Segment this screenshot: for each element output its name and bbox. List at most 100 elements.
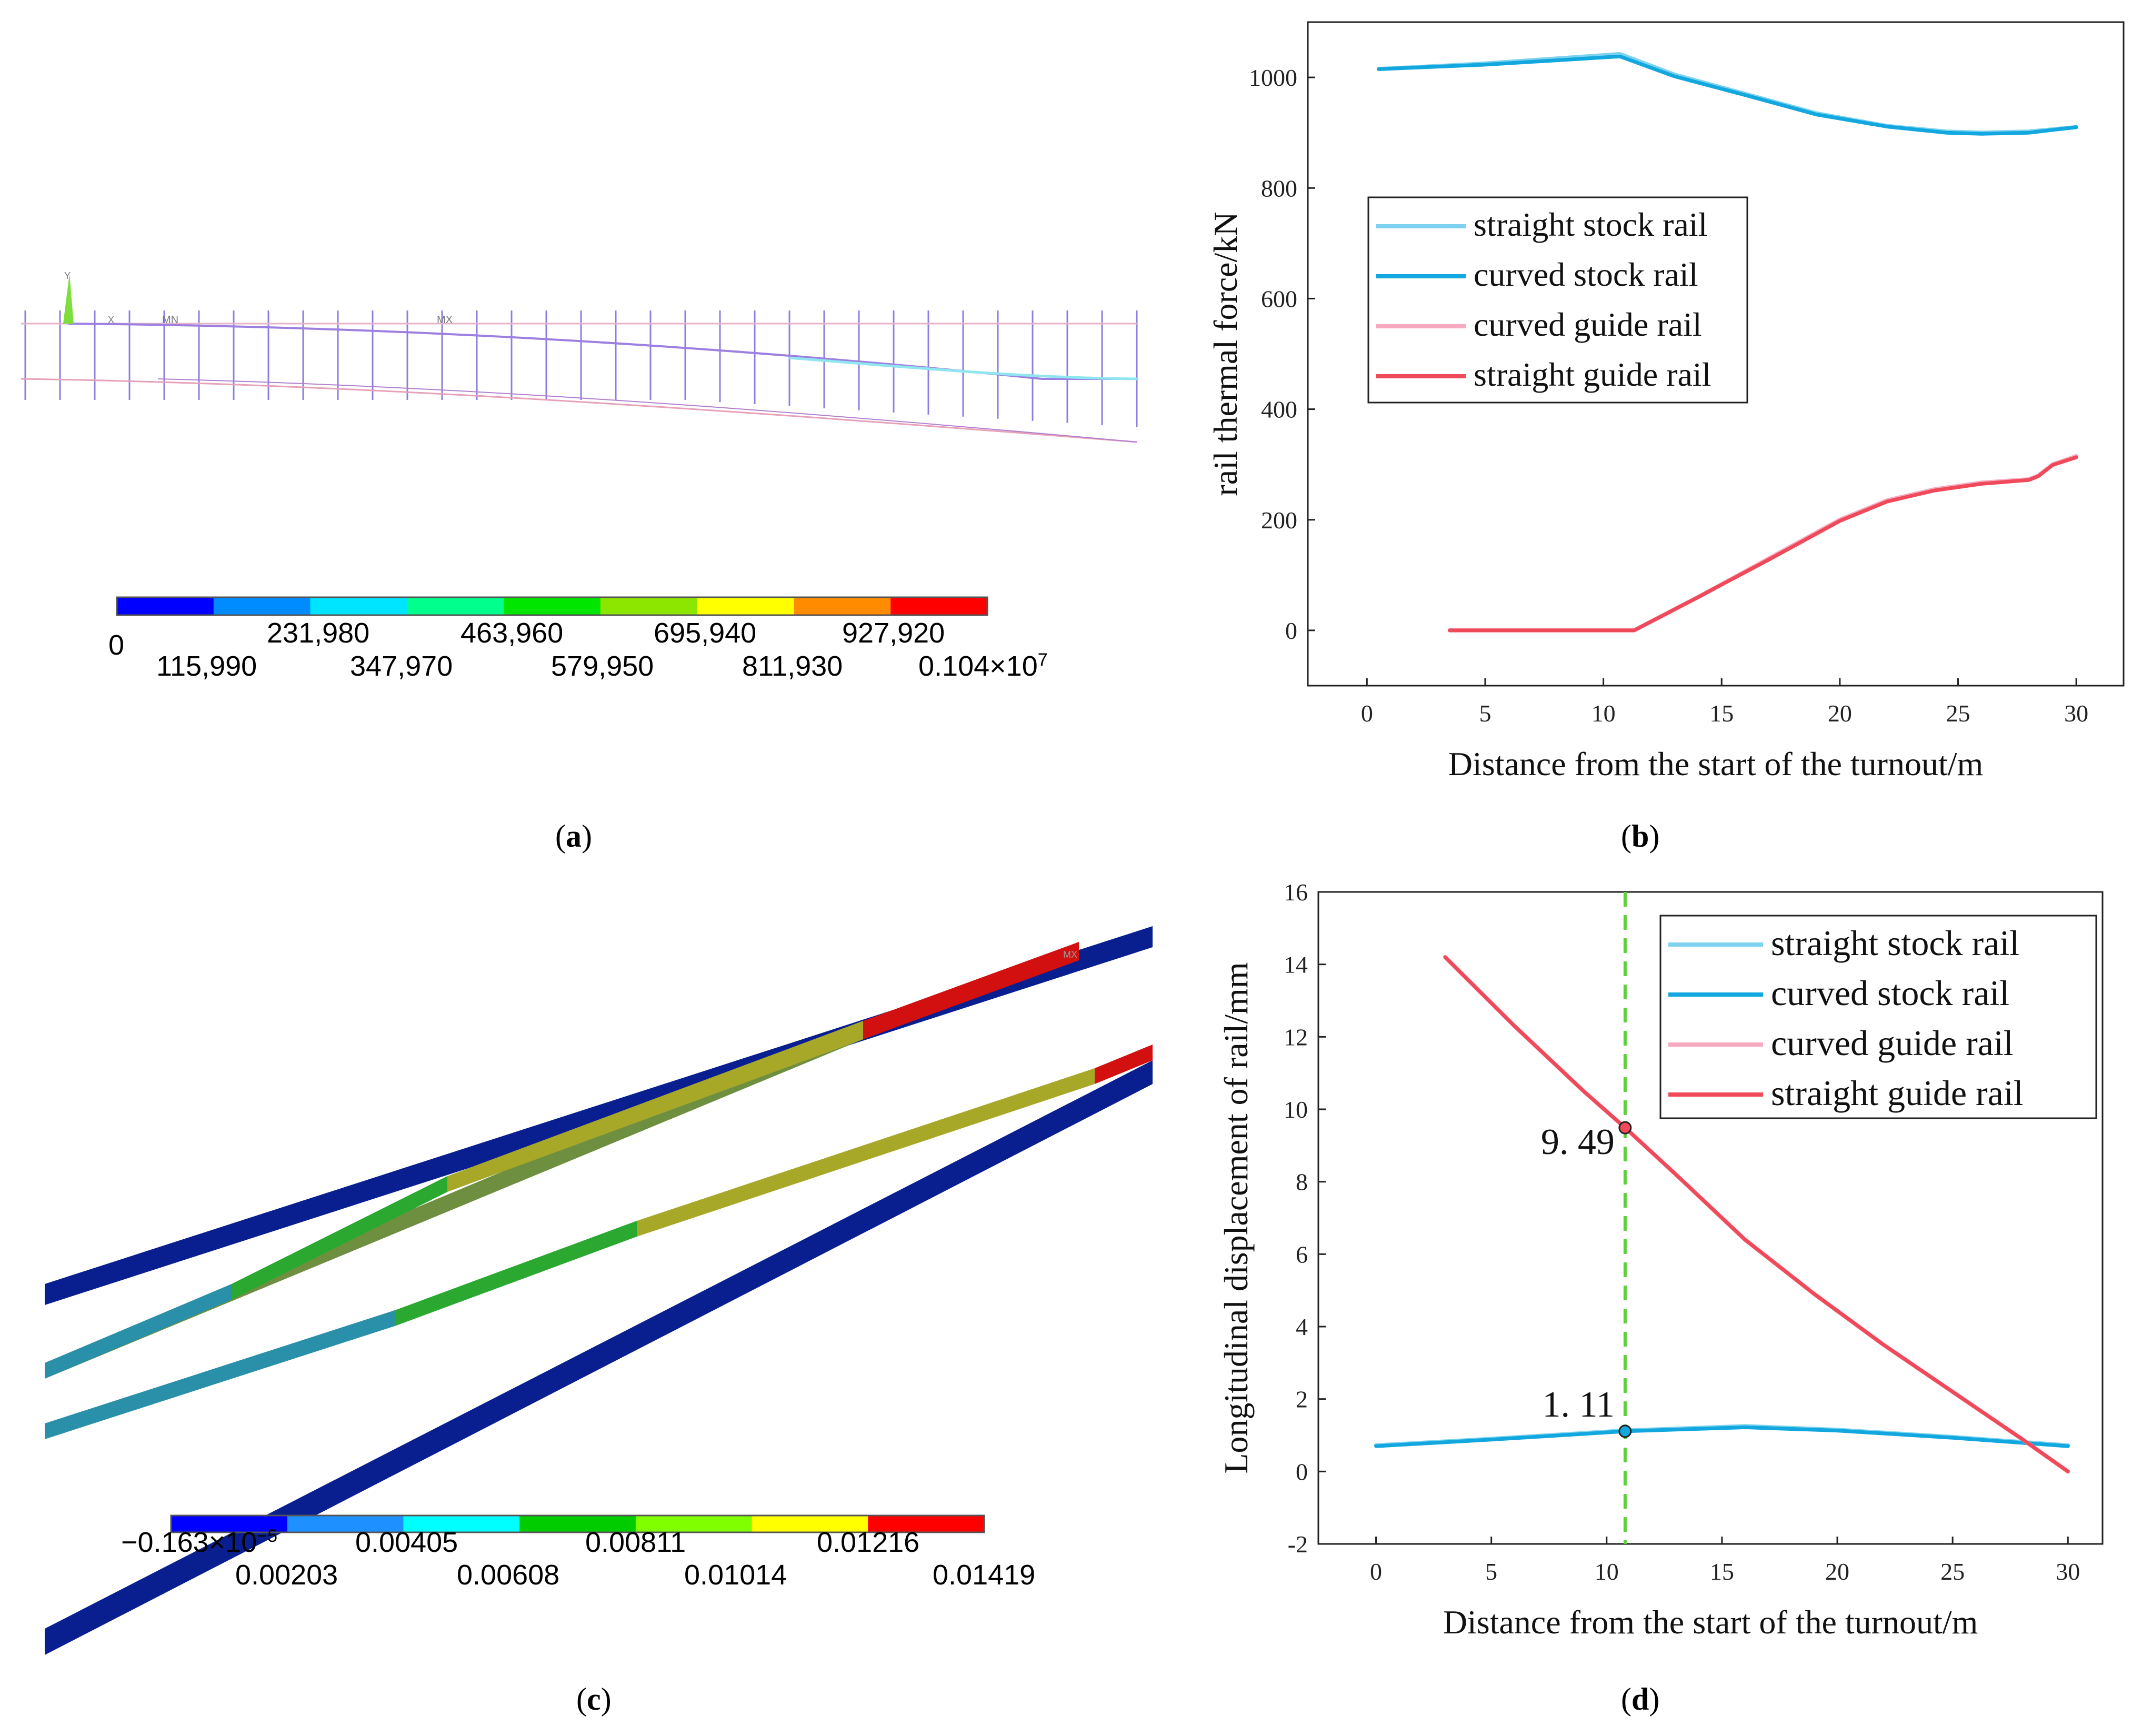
fe-model-thermal-force: Y X MN MX <box>21 270 1138 616</box>
legend-c-upper-label-first: −0.163×10−5 <box>121 1526 277 1559</box>
chart-longitudinal-displacement: 0 5 10 15 20 25 30 -2 0 2 4 6 8 10 12 14 16 Distance from… <box>1217 879 2104 1641</box>
rail-guide-top-segment-2 <box>232 1176 447 1300</box>
legend-b-entry: curved stock rail <box>1474 256 1698 293</box>
legend-a-lower-exp-sup: 7 <box>1037 650 1048 670</box>
legend-c-swatch <box>287 1516 404 1532</box>
x-tick-label: 30 <box>2064 700 2088 727</box>
legend-a-lower-label: 115,990 <box>156 650 257 682</box>
legend-a-lower-label: 811,930 <box>742 650 843 682</box>
y-tick-label: 0 <box>1296 1458 1308 1485</box>
series-line-curved-stock-rail <box>1377 54 2078 136</box>
caption-b: (b) <box>1621 818 1659 855</box>
caption-a: (a) <box>555 818 592 855</box>
rail-line-high <box>789 356 1137 380</box>
legend-a-upper-label: 231,980 <box>267 617 370 649</box>
rail-stock-bottom <box>45 1060 1153 1655</box>
caption-c-open: ( <box>576 1682 587 1717</box>
legend-a-swatch <box>407 597 505 615</box>
legend-a-frame <box>116 596 988 616</box>
panel-b: 0 5 10 15 20 25 30 0 200 400 600 800 1000 Distance fr… <box>1158 0 2132 863</box>
x-tick-label: 5 <box>1485 1558 1497 1585</box>
y-tick-label: -2 <box>1288 1531 1308 1558</box>
caption-d: (d) <box>1621 1681 1659 1718</box>
annotation-label: 1. 11 <box>1542 1384 1614 1425</box>
rail-line-stock <box>68 323 1137 380</box>
rail-guide-bottom-segment-3 <box>637 1068 1095 1237</box>
legend-a-lower-label: 579,950 <box>551 650 654 682</box>
min-marker-label: MN <box>162 314 178 326</box>
legend-c-swatch <box>635 1516 753 1532</box>
panel-d: 0 5 10 15 20 25 30 -2 0 2 4 6 8 10 12 14 16 Distance from… <box>1158 863 2132 1733</box>
y-tick-label: 4 <box>1296 1313 1308 1340</box>
annotation-label: 9. 49 <box>1541 1122 1615 1162</box>
legend-c-upper-exp-sup: −5 <box>257 1526 278 1546</box>
panel-c: MX −0.163×10−5 0.00405 0.00811 0.01216 0… <box>0 863 1158 1733</box>
legend-d-entry: straight guide rail <box>1771 1073 2024 1113</box>
x-tick-label: 20 <box>1825 1558 1849 1585</box>
legend-c-frame <box>170 1514 985 1533</box>
series-line-curved-stock-rail <box>1374 1425 2070 1448</box>
rail-line-guide <box>21 378 1137 443</box>
legend-a-upper-label: 0 <box>108 629 125 661</box>
caption-c: (c) <box>576 1681 612 1718</box>
legend-c-swatch <box>752 1516 869 1532</box>
y-tick-label: 10 <box>1284 1096 1308 1123</box>
y-tick-label: 400 <box>1261 396 1297 423</box>
y-tick-label: 16 <box>1284 879 1308 906</box>
caption-a-letter: a <box>565 819 582 854</box>
caption-a-open: ( <box>555 819 566 854</box>
legend-c-upper-label: 0.00405 <box>355 1527 458 1558</box>
legend-b-frame <box>1367 196 1748 404</box>
panel-a: Y X MN MX 0 231,980 463,960 695,940 927,920… <box>0 0 1158 854</box>
legend-a-upper-label: 463,960 <box>461 617 564 649</box>
y-axis-label: Longitudinal displacement of rail/mm <box>1217 962 1255 1473</box>
y-axis-label: rail thermal force/kN <box>1207 212 1244 496</box>
legend-c-upper-exp-base: −0.163×10 <box>121 1527 257 1558</box>
legend-a-swatch <box>117 597 214 615</box>
legend-a-swatch <box>504 597 601 615</box>
x-tick-label: 0 <box>1370 1558 1382 1585</box>
y-tick-label: 12 <box>1284 1023 1308 1050</box>
rail-guide-top-segment-1 <box>45 1284 232 1379</box>
legend-a-lower-label: 347,970 <box>350 650 453 682</box>
y-tick-label: 2 <box>1296 1386 1308 1413</box>
y-tick-label: 200 <box>1261 507 1297 534</box>
y-tick-label: 600 <box>1261 285 1297 312</box>
legend-c-swatch <box>171 1516 288 1532</box>
x-tick-label: 25 <box>1946 700 1970 727</box>
legend-d-entry: curved stock rail <box>1771 973 2009 1013</box>
legend-c-upper-label: 0.01216 <box>817 1527 920 1558</box>
annotation-point <box>1618 1424 1632 1438</box>
legend-b-entry: straight stock rail <box>1474 206 1707 243</box>
y-tick-label: 14 <box>1284 951 1308 978</box>
caption-c-letter: c <box>586 1682 601 1717</box>
caption-a-close: ) <box>581 819 592 854</box>
legend-a-swatch <box>697 597 795 615</box>
legend-a-swatch <box>213 597 311 615</box>
legend-a-upper-label: 695,940 <box>654 617 757 649</box>
rail-line-guide-inner <box>157 378 1137 443</box>
x-tick-label: 15 <box>1710 1558 1734 1585</box>
x-tick-label: 5 <box>1479 700 1491 727</box>
y-tick-label: 8 <box>1296 1169 1308 1196</box>
legend-a-swatch <box>794 597 892 615</box>
series-line-straight-guide-rail <box>1443 955 2070 1473</box>
legend-c-lower-label: 0.01419 <box>933 1559 1036 1591</box>
legend-a-upper-label: 927,920 <box>842 617 945 649</box>
caption-b-open: ( <box>1621 819 1631 854</box>
legend-b-entry: straight guide rail <box>1474 356 1711 393</box>
fe-model-displacement: MX <box>45 926 1153 1655</box>
legend-a-swatch <box>890 597 988 615</box>
axis-x-label: X <box>108 315 114 325</box>
legend-c-lower-label: 0.00203 <box>235 1559 338 1591</box>
rail-guide-bottom-segment-1 <box>45 1310 395 1439</box>
caption-b-letter: b <box>1631 819 1649 854</box>
caption-d-letter: d <box>1631 1682 1649 1717</box>
legend-c-swatch <box>868 1516 985 1532</box>
legend-c-labels: −0.163×10−5 0.00405 0.00811 0.01216 0.00… <box>0 863 1158 1733</box>
max-marker-label: MX <box>1063 949 1077 960</box>
max-marker-label: MX <box>437 314 453 326</box>
y-tick-label: 6 <box>1296 1241 1308 1268</box>
legend-a-lower-exp-base: 0.104×10 <box>918 650 1038 682</box>
legend-c-upper-label: 0.00811 <box>585 1527 686 1558</box>
